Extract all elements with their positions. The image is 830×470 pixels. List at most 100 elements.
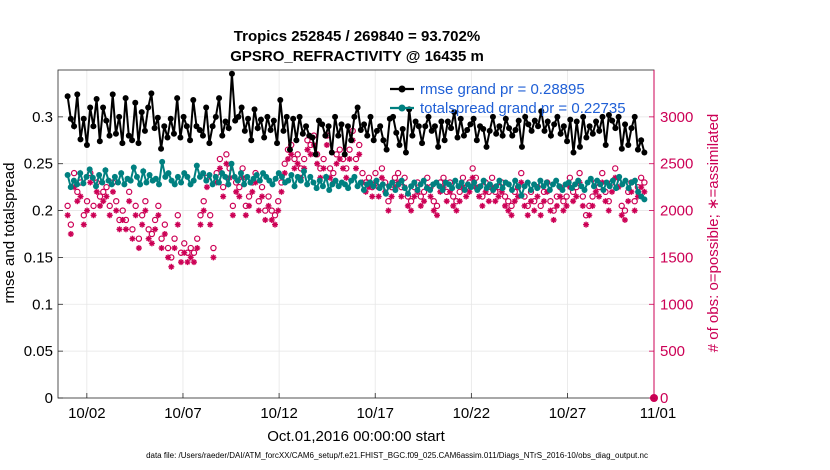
rmse-point [609, 117, 616, 124]
obs-assimilated-point [64, 212, 71, 219]
rmse-point [596, 127, 603, 134]
x-tick-label: 10/02 [68, 405, 106, 422]
obs-possible-point [294, 151, 301, 158]
spread-point [297, 177, 304, 184]
spread-point [389, 179, 396, 186]
obs-assimilated-point [553, 202, 560, 209]
rmse-point [261, 134, 268, 141]
obs-assimilated-point [259, 193, 266, 200]
obs-assimilated-point [122, 226, 129, 233]
obs-assimilated-point [216, 165, 223, 172]
obs-assimilated-point [87, 179, 94, 186]
y-axis-left: 0 0.05 0.1 0.15 0.2 0.25 0.3 [24, 109, 63, 407]
spread-point [159, 158, 166, 165]
obs-assimilated-point [583, 221, 590, 228]
spread-point [184, 173, 191, 180]
obs-assimilated-point [249, 188, 256, 195]
rmse-point [154, 114, 161, 121]
rmse-point [560, 123, 567, 130]
spread-point [234, 177, 241, 184]
obs-assimilated-point [262, 216, 269, 223]
obs-possible-point [245, 193, 253, 200]
rmse-point [309, 134, 316, 141]
obs-assimilated-point [340, 165, 347, 172]
rmse-point [509, 132, 516, 139]
rmse-point [435, 143, 442, 150]
obs-assimilated-point [638, 184, 645, 191]
rmse-point [431, 123, 438, 130]
obs-assimilated-point [608, 188, 615, 195]
spread-point [241, 181, 248, 188]
obs-possible-point [138, 212, 146, 219]
obs-possible-point [96, 193, 104, 200]
rmse-point [135, 140, 142, 147]
spread-point [616, 173, 623, 180]
rmse-point [564, 138, 571, 145]
obs-possible-point [190, 249, 198, 256]
rmse-point [83, 141, 90, 148]
spread-point [449, 185, 456, 192]
obs-assimilated-point [139, 221, 146, 228]
rmse-point [206, 140, 213, 147]
rmse-point [174, 95, 181, 102]
spread-point [228, 160, 235, 167]
rmse-point [506, 125, 513, 132]
obs-possible-point [271, 212, 279, 219]
spread-point [115, 179, 122, 186]
obs-assimilated-point [90, 212, 97, 219]
obs-assimilated-point [103, 193, 110, 200]
obs-possible-point [223, 151, 230, 158]
y-axis-right: 0 500 1000 1500 2000 2500 3000 [649, 70, 693, 407]
spread-point [300, 168, 307, 175]
spread-point [600, 186, 607, 193]
obs-possible-point [206, 212, 214, 219]
rmse-point [444, 118, 451, 125]
rmse-point [80, 115, 87, 122]
rmse-point [283, 113, 290, 120]
rmse-point [170, 130, 177, 137]
rmse-point [351, 113, 358, 120]
obs-assimilated-point [223, 160, 230, 167]
rmse-point [493, 130, 500, 137]
y-left-tick-label: 0.05 [24, 343, 53, 360]
obs-assimilated-point [80, 221, 87, 228]
obs-possible-point [336, 146, 343, 153]
obs-possible-point [219, 183, 227, 191]
y-axis-right-label: # of obs: o=possible; ∗=assimilated [705, 114, 722, 353]
rmse-point [96, 138, 103, 145]
obs-assimilated-point [621, 216, 628, 223]
rmse-point [209, 123, 216, 130]
obs-assimilated-point [492, 198, 499, 205]
obs-assimilated-point [505, 207, 512, 214]
rmse-point [338, 121, 345, 128]
spread-point [401, 185, 408, 192]
rmse-point [151, 125, 158, 132]
rmse-point [225, 125, 232, 132]
obs-assimilated-point [207, 221, 214, 228]
obs-possible-point [621, 207, 629, 214]
obs-assimilated-point [456, 198, 463, 205]
obs-assimilated-point [135, 245, 142, 252]
obs-assimilated-point [142, 207, 149, 214]
obs-possible-point [417, 193, 425, 200]
obs-possible-point [359, 169, 366, 177]
obs-assimilated-point [74, 198, 81, 205]
rmse-point [634, 146, 641, 153]
spread-point [130, 164, 137, 171]
obs-possible-point [197, 212, 204, 219]
obs-possible-point [440, 174, 447, 181]
rmse-point [460, 132, 467, 139]
spread-point [215, 179, 222, 186]
rmse-point [290, 115, 297, 122]
obs-possible-point [161, 221, 169, 228]
y-left-tick-label: 0.1 [32, 296, 53, 313]
rmse-point [116, 113, 123, 120]
obs-possible-point [326, 165, 334, 172]
rmse-point [361, 121, 368, 128]
rmse-point [576, 143, 583, 150]
rmse-point [238, 104, 245, 111]
rmse-point [402, 149, 409, 156]
spread-point [323, 173, 330, 180]
obs-possible-point [637, 174, 645, 181]
spread-point [427, 186, 434, 193]
